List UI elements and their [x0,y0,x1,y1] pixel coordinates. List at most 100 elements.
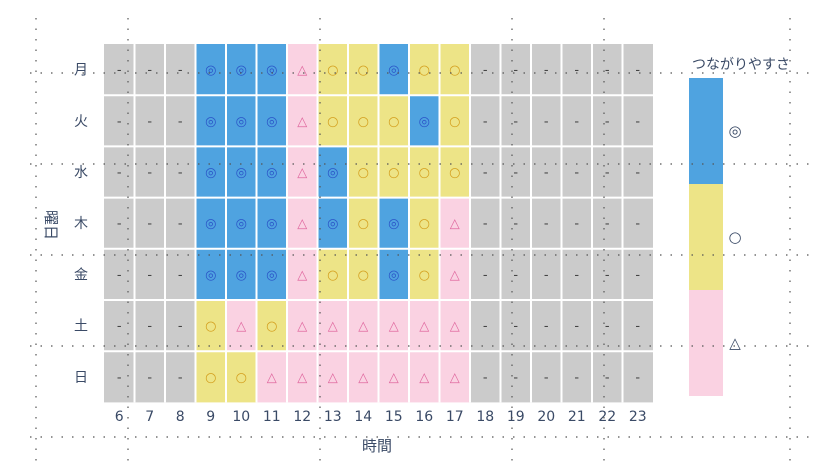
legend-items: ◎ ○ △ [689,78,742,396]
heatmap-cell [104,248,135,300]
cell-symbol: ◎ [236,114,247,129]
heatmap-cell [470,197,501,249]
x-tick-label: 19 [507,409,525,425]
cell-symbol: - [483,114,488,129]
cell-symbol: ◎ [236,268,247,283]
heatmap-cell [195,197,226,249]
heatmap-cell [561,248,592,300]
heatmap-cell [561,44,592,96]
cell-symbol: △ [297,268,307,283]
heatmap-cell [226,351,257,403]
heatmap-cell [592,300,623,352]
heatmap-cell [439,300,470,352]
heatmap-cell [378,351,409,403]
heatmap-cell [531,248,562,300]
cell-symbol: - [178,166,183,181]
heatmap-cell [104,44,135,96]
cell-symbol: ◎ [327,166,338,181]
heatmap-cell [287,146,318,198]
x-tick-label: 16 [415,409,433,425]
heatmap-cell [500,197,531,249]
cell-symbol: ◎ [236,63,247,78]
x-tick-label: 13 [324,409,342,425]
heatmap-cell [470,95,501,147]
cell-symbol: - [147,370,152,385]
cell-symbol: ○ [449,114,460,129]
heatmap-cell [348,44,379,96]
x-tick-label: 7 [145,409,154,425]
heatmap-cell [500,248,531,300]
y-tick-label: 水 [74,165,88,181]
cell-symbol: ◎ [266,114,277,129]
cell-symbol: ◎ [205,63,216,78]
heatmap-cell [134,300,165,352]
cell-symbol: - [117,370,122,385]
heatmap-cell [592,351,623,403]
x-tick-label: 23 [629,409,647,425]
heatmap-cell [561,351,592,403]
x-tick-label: 9 [206,409,215,425]
cell-symbol: - [483,319,488,334]
heatmap-cell [531,351,562,403]
heatmap-cell [409,351,440,403]
heatmap-cell [470,146,501,198]
heatmap-cell [592,95,623,147]
legend: つながりやすさ ◎ ○ △ [689,57,790,396]
cell-symbol: - [483,166,488,181]
cell-symbol: - [544,268,549,283]
cell-symbol: - [574,319,579,334]
heatmap-cell [226,95,257,147]
x-tick-label: 10 [232,409,250,425]
heatmap-cell [378,197,409,249]
heatmap-cell [256,95,287,147]
heatmap-cell [561,300,592,352]
cell-symbol: ◎ [419,114,430,129]
legend-swatch [689,78,723,184]
heatmap-cell [256,300,287,352]
heatmap-cell [165,248,196,300]
dotted-guides [30,18,810,462]
heatmap-cell [561,197,592,249]
cell-symbol: - [574,268,579,283]
heatmap-cell [531,44,562,96]
cell-symbol: ○ [449,166,460,181]
cell-symbol: - [483,370,488,385]
legend-label: ◎ [728,122,741,140]
heatmap-cell [500,146,531,198]
cell-symbol: - [544,319,549,334]
heatmap-cell [500,351,531,403]
heatmap-cell [592,197,623,249]
cell-symbol: ○ [419,268,430,283]
heatmap-cell [409,44,440,96]
cell-symbol: ◎ [388,217,399,232]
legend-label: ○ [728,228,741,246]
cell-symbol: ◎ [205,217,216,232]
heatmap-cell [134,95,165,147]
cell-symbol: △ [450,217,460,232]
cell-symbol: △ [297,217,307,232]
cell-symbol: - [117,319,122,334]
heatmap-cell [531,197,562,249]
cell-symbol: △ [297,166,307,181]
heatmap-cell [256,146,287,198]
heatmap-cell [409,248,440,300]
heatmap-cell [165,44,196,96]
cell-symbol: △ [328,370,338,385]
heatmap-cell [287,248,318,300]
heatmap-cell [531,146,562,198]
cell-symbol: - [147,217,152,232]
cell-symbol: - [147,166,152,181]
cell-symbol: ○ [358,114,369,129]
cell-symbol: ◎ [327,217,338,232]
cell-symbol: ◎ [205,166,216,181]
heatmap-cell [195,248,226,300]
heatmap-cell [317,146,348,198]
cell-symbol: - [483,63,488,78]
cell-symbol: △ [358,319,368,334]
cell-symbol: - [635,166,640,181]
heatmap-cell [622,197,653,249]
cell-symbol: - [117,268,122,283]
cell-symbol: △ [267,370,277,385]
y-tick-label: 土 [74,319,88,335]
cell-symbol: - [147,114,152,129]
